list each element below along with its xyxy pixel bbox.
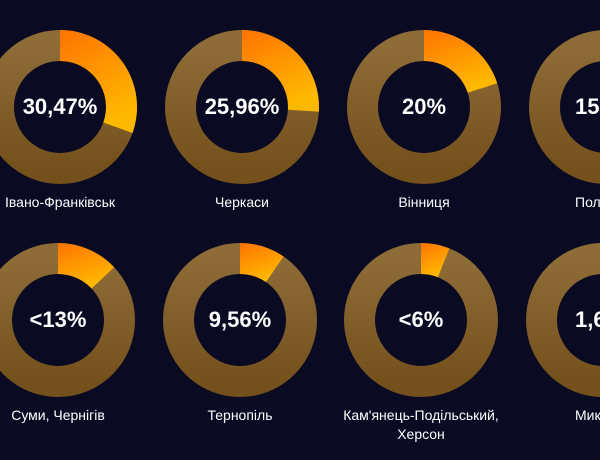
donut-value-label: 25,96% (204, 94, 280, 119)
donut-0 (0, 30, 137, 184)
donut-value-label: 30,47% (22, 94, 98, 119)
city-name: Херсон (397, 426, 445, 442)
donut-value-label: 15, (575, 94, 600, 119)
donut-3 (529, 30, 600, 184)
donut-value-label: 9,56% (208, 307, 272, 332)
donut-city-label: Мик (575, 406, 600, 425)
donut-slice (424, 30, 498, 93)
donut-city-label: Вінниця (398, 193, 449, 212)
city-name: Суми, Чернігів (11, 407, 105, 423)
donut-1 (165, 30, 319, 184)
donut-slice (242, 30, 319, 112)
city-name: Пол (575, 194, 600, 210)
donut-ring (529, 30, 600, 184)
donut-value-label: 1,6 (575, 307, 600, 332)
city-name: Кам'янець-Подільський, (343, 407, 499, 423)
donut-ring (526, 243, 600, 397)
donut-city-label: Тернопіль (207, 406, 272, 425)
donut-city-label: Кам'янець-Подільський, Херсон (343, 406, 499, 444)
donut-slice (240, 243, 284, 283)
city-name: Івано-Франківськ (4, 194, 116, 210)
donut-2 (347, 30, 501, 184)
donut-city-label: Черкаси (215, 193, 269, 212)
donut-slice (60, 30, 137, 133)
donut-slice (421, 243, 450, 278)
donut-5 (163, 243, 317, 397)
donut-6 (344, 243, 498, 397)
donut-7 (526, 243, 600, 397)
donut-city-label: Суми, Чернігів (11, 406, 105, 425)
donut-value-label: <6% (398, 307, 444, 332)
city-name: Черкаси (215, 194, 269, 210)
donut-value-label: <13% (29, 307, 87, 332)
donut-city-label: Івано-Франківськ (5, 193, 115, 212)
city-name: Вінниця (398, 194, 450, 210)
donut-4 (0, 243, 135, 397)
city-name: Тернопіль (207, 407, 273, 423)
donut-value-label: 20% (401, 94, 447, 119)
city-name: Мик (575, 407, 600, 423)
donut-slice (58, 243, 115, 289)
donut-city-label: Пол (575, 193, 600, 212)
